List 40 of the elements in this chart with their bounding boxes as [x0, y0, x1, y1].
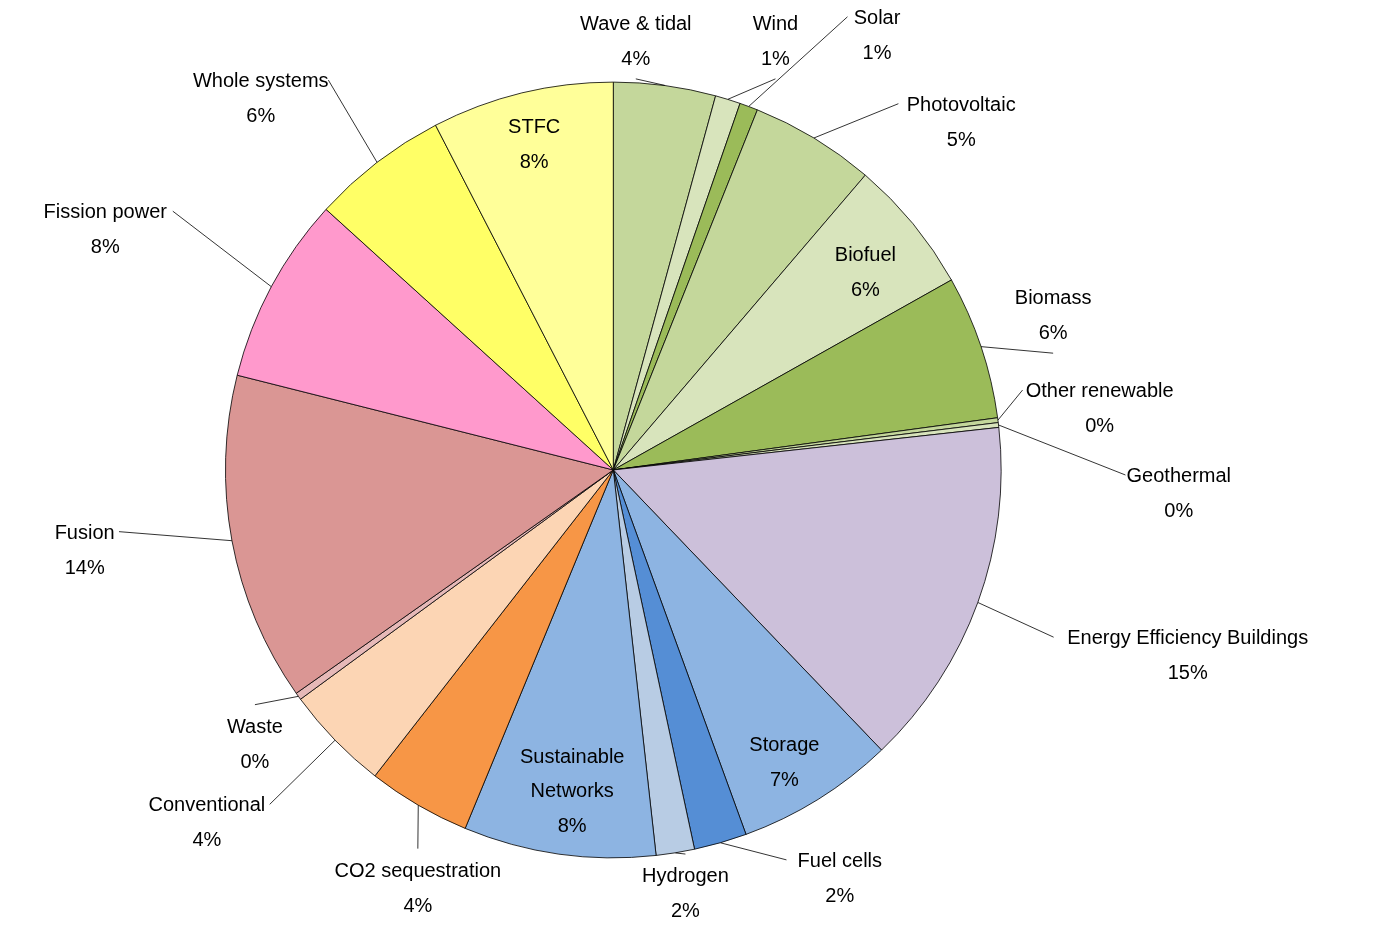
slice-label: Biofuel	[834, 243, 896, 266]
data-label: 2%	[671, 899, 701, 922]
slice-label: Fuel cells	[797, 848, 883, 871]
slice-label: Geothermal	[1126, 464, 1232, 486]
data-label: 8%	[557, 814, 587, 837]
data-label: 0%	[240, 749, 270, 772]
data-label: 1%	[760, 46, 791, 69]
data-label: 8%	[90, 235, 120, 258]
data-label: 5%	[946, 127, 976, 150]
slice-label: Hydrogen	[642, 864, 729, 887]
data-label: 8%	[519, 150, 549, 173]
data-label: 6%	[1038, 320, 1068, 343]
slice-label: CO2 sequestration	[334, 858, 502, 881]
slice-label: Photovoltaic	[906, 92, 1016, 115]
data-label: 4%	[192, 828, 222, 851]
slice-label: Energy Efficiency Buildings	[1067, 626, 1309, 649]
slice-label: Whole systems	[192, 69, 329, 92]
data-label: 4%	[621, 46, 651, 69]
slice-label: Solar	[853, 5, 901, 28]
data-label: 0%	[1164, 498, 1194, 521]
slice-label: Wind	[752, 11, 799, 34]
slice-label: Other renewable	[1025, 379, 1174, 402]
slice-label: Biomass	[1014, 285, 1092, 308]
data-label: 6%	[850, 278, 881, 301]
data-label: 1%	[862, 40, 892, 63]
slice-label: STFC	[508, 115, 561, 138]
data-label: 7%	[769, 767, 800, 790]
slice-label: Storage	[749, 732, 820, 755]
data-label: 6%	[246, 103, 276, 126]
slice-label: Wave & tidal	[580, 11, 692, 34]
data-label: 4%	[403, 893, 433, 916]
data-label: 0%	[1085, 413, 1115, 436]
slice-label: Fusion	[54, 520, 115, 543]
slice-label: Sustainable Networks	[519, 744, 625, 802]
slice-label: Conventional	[148, 793, 266, 816]
data-label: 2%	[825, 883, 855, 906]
data-label: 15%	[1167, 661, 1208, 684]
slice-label: Waste	[226, 715, 283, 738]
data-label: 14%	[64, 555, 105, 578]
slice-label: Fission power	[43, 200, 168, 223]
